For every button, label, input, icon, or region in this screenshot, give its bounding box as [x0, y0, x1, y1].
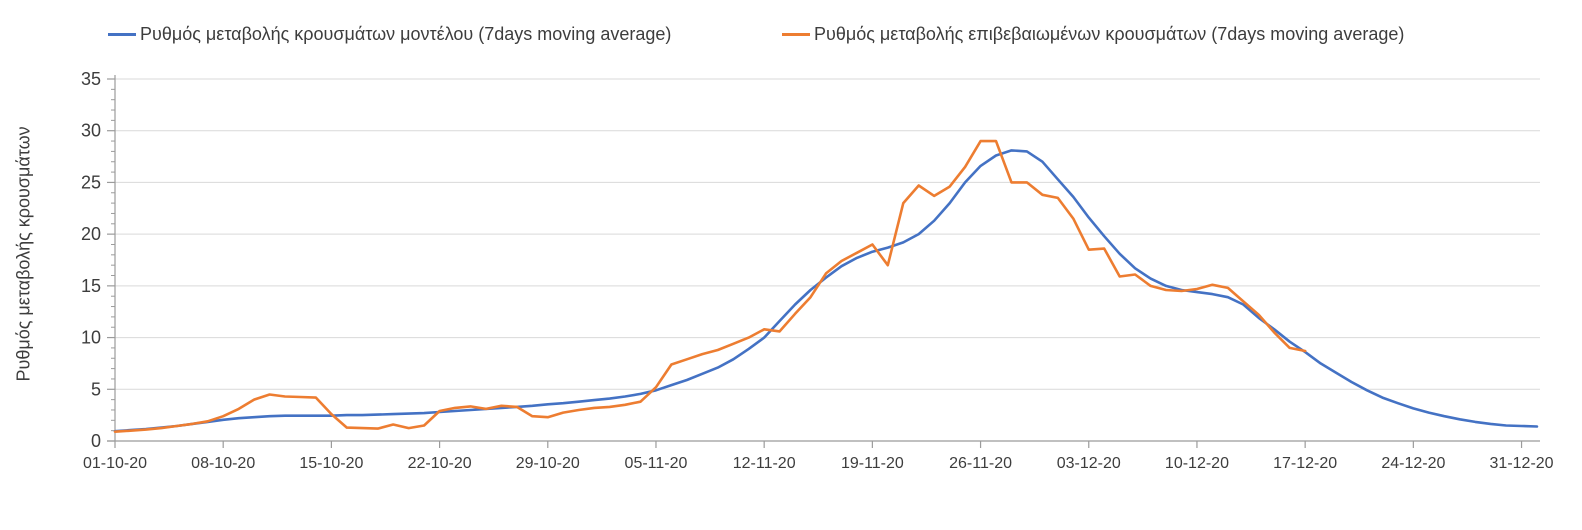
y-tick-label: 10: [81, 328, 101, 348]
x-tick-label: 03-12-20: [1057, 455, 1121, 472]
y-tick-label: 0: [91, 431, 101, 451]
x-tick-label: 19-11-20: [841, 455, 904, 472]
y-tick-label: 5: [91, 379, 101, 399]
x-tick-label: 17-12-20: [1273, 455, 1337, 472]
y-tick-label: 35: [81, 69, 101, 89]
x-tick-label: 05-11-20: [625, 455, 688, 472]
series-line-confirmed: [113, 139, 1307, 434]
x-tick-label: 01-10-20: [83, 455, 147, 472]
series-line-model: [113, 149, 1539, 433]
y-tick-label: 20: [81, 224, 101, 244]
y-tick-label: 25: [81, 172, 101, 192]
x-tick-label: 12-11-20: [733, 455, 796, 472]
x-tick-label: 10-12-20: [1165, 455, 1229, 472]
x-tick-label: 15-10-20: [299, 455, 363, 472]
x-tick-label: 08-10-20: [191, 455, 255, 472]
y-tick-label: 15: [81, 276, 101, 296]
y-axis-title: Ρυθμός μεταβολής κρουσμάτων: [13, 126, 34, 382]
y-tick-label: 30: [81, 121, 101, 141]
x-tick-label: 22-10-20: [408, 455, 472, 472]
x-tick-label: 24-12-20: [1381, 455, 1445, 472]
x-tick-label: 29-10-20: [516, 455, 580, 472]
x-tick-label: 31-12-20: [1490, 455, 1554, 472]
x-tick-label: 26-11-20: [949, 455, 1012, 472]
